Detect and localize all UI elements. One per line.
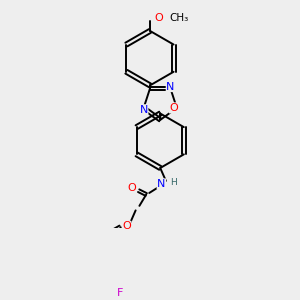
Text: CH₃: CH₃ xyxy=(170,13,189,23)
Text: O: O xyxy=(154,13,163,23)
Text: O: O xyxy=(122,221,131,231)
Text: O: O xyxy=(128,183,136,193)
Text: N: N xyxy=(140,105,148,115)
Text: N: N xyxy=(166,82,175,92)
Text: H: H xyxy=(170,178,177,187)
Text: O: O xyxy=(169,103,178,113)
Text: F: F xyxy=(117,287,124,298)
Text: N: N xyxy=(157,179,166,189)
